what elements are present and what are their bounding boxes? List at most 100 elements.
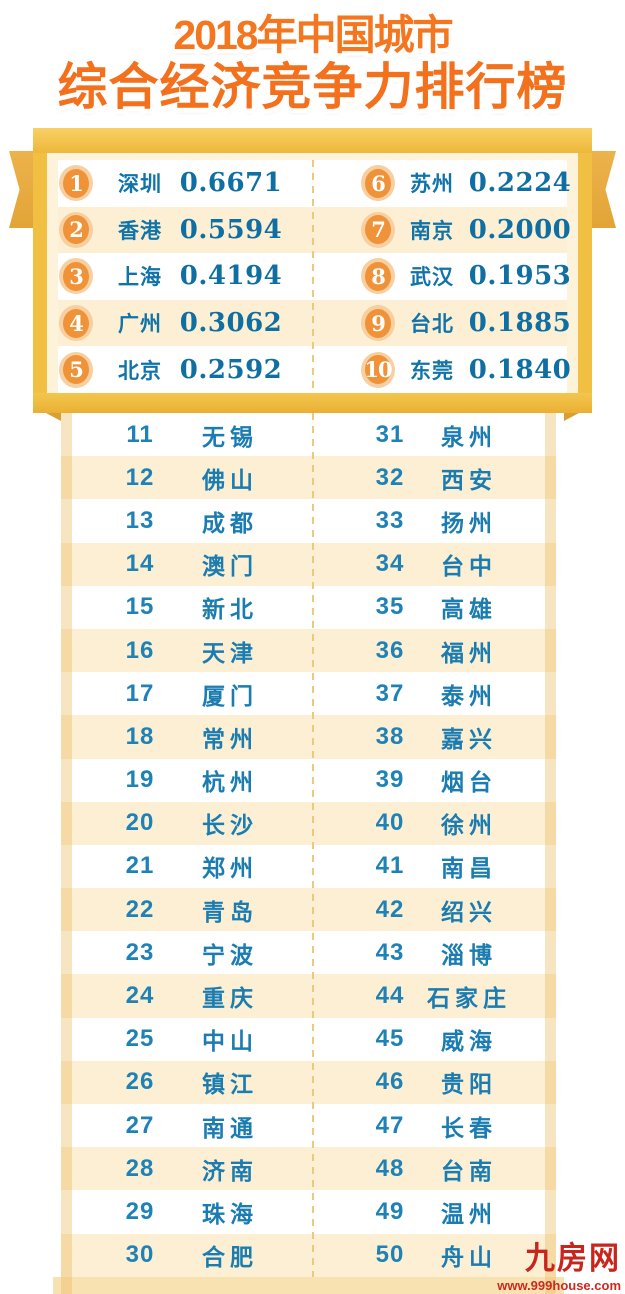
rank-number: 33 (375, 506, 405, 534)
top10-cell: 4 广州 0.3062 (58, 300, 312, 347)
city-name: 南通 (202, 1114, 258, 1141)
rank-badge: 9 (361, 305, 395, 342)
rank-badge-inner (365, 261, 391, 291)
rank-number: 3 (69, 263, 84, 289)
rank-number: 37 (375, 679, 405, 707)
city-name: 佛山 (202, 466, 258, 493)
rank-number: 19 (125, 766, 155, 794)
rank-number: 6 (371, 170, 386, 196)
ranking-cell: 28 济南 (61, 1147, 312, 1190)
rank-badge: 1 (59, 165, 93, 202)
city-name: 苏州 (410, 173, 454, 197)
rank-number: 18 (125, 722, 155, 750)
ranking-row: 22 青岛 42 绍兴 (61, 888, 556, 932)
rank-number: 4 (69, 310, 84, 336)
ranking-cell: 47 长春 (312, 1104, 556, 1147)
logo-url: www.999house.com (497, 1278, 621, 1293)
score-value: 0.3062 (179, 308, 283, 339)
ranking-cell: 35 高雄 (312, 586, 556, 629)
rank-number: 5 (69, 357, 84, 383)
board-corner-fold-left (46, 412, 61, 421)
score-value: 0.1953 (468, 261, 572, 292)
city-name: 贵阳 (441, 1071, 497, 1098)
city-name: 泰州 (441, 682, 497, 709)
city-name: 厦门 (202, 682, 258, 709)
rank-number: 47 (375, 1111, 405, 1139)
ranking-cell: 46 贵阳 (312, 1061, 556, 1104)
ranking-row: 20 长沙 40 徐州 (61, 801, 556, 845)
rank-number: 14 (125, 550, 155, 578)
ranking-cell: 30 合肥 (61, 1234, 312, 1277)
rank-number: 15 (125, 593, 155, 621)
rank-number: 45 (375, 1025, 405, 1053)
rank-number: 49 (375, 1197, 405, 1225)
rank-number: 43 (375, 938, 405, 966)
rank-number: 38 (375, 722, 405, 750)
city-name: 济南 (202, 1157, 258, 1184)
ranking-cell: 25 中山 (61, 1018, 312, 1061)
city-name: 珠海 (202, 1200, 258, 1227)
top10-row: 1 深圳 0.6671 6 苏州 0.2224 (58, 160, 571, 207)
city-name: 长沙 (202, 812, 258, 839)
city-name: 成都 (202, 509, 258, 536)
board-body: 1 深圳 0.6671 6 苏州 0.2224 2 香港 0.5594 7 南京… (33, 153, 592, 393)
title-line1: 2018年中国城市 (0, 13, 625, 58)
score-value: 0.1885 (468, 308, 572, 339)
top10-cell: 8 武汉 0.1953 (312, 253, 571, 300)
ranking-row: 19 杭州 39 烟台 (61, 758, 556, 802)
top10-cell: 7 南京 0.2000 (312, 207, 571, 254)
ranking-cell: 42 绍兴 (312, 888, 556, 931)
score-value: 0.1840 (468, 354, 572, 385)
rank-number: 40 (375, 809, 405, 837)
rank-number: 34 (375, 550, 405, 578)
rank-badge: 3 (59, 258, 93, 295)
ranking-cell: 48 台南 (312, 1147, 556, 1190)
site-logo: 九房网 www.999house.com (497, 1234, 621, 1293)
ranking-cell: 32 西安 (312, 456, 556, 499)
ranking-rows: 11 无锡 31 泉州 12 佛山 32 西安 13 成都 33 扬州 14 澳… (61, 413, 556, 1277)
score-value: 0.2224 (468, 168, 572, 199)
city-name: 台北 (410, 313, 454, 337)
rank-badge: 10 (361, 351, 395, 388)
city-name: 中山 (202, 1028, 258, 1055)
rank-number: 42 (375, 895, 405, 923)
ranking-row: 30 合肥 50 舟山 (61, 1233, 556, 1277)
ranking-row: 18 常州 38 嘉兴 (61, 715, 556, 759)
rank-number: 7 (371, 217, 386, 243)
top10-cell: 3 上海 0.4194 (58, 253, 312, 300)
ranking-cell: 34 台中 (312, 543, 556, 586)
board-top-bar (33, 128, 592, 153)
ranking-cell: 29 珠海 (61, 1190, 312, 1233)
rank-number: 24 (125, 982, 155, 1010)
rank-number: 10 (364, 357, 392, 383)
top10-cell: 5 北京 0.2592 (58, 346, 312, 393)
ranking-cell: 23 宁波 (61, 931, 312, 974)
ranking-cell: 40 徐州 (312, 802, 556, 845)
rank-number: 1 (69, 170, 84, 196)
rank-number: 44 (375, 982, 405, 1010)
ranking-cell: 36 福州 (312, 629, 556, 672)
rank-number: 27 (125, 1111, 155, 1139)
column-divider-dashed (312, 160, 314, 393)
city-name: 淄博 (441, 941, 497, 968)
city-name: 台南 (441, 1157, 497, 1184)
city-name: 威海 (441, 1028, 497, 1055)
city-name: 上海 (118, 266, 162, 290)
ranking-row: 24 重庆 44 石家庄 (61, 974, 556, 1018)
rank-badge-inner (63, 261, 89, 291)
score-value: 0.2000 (468, 214, 572, 245)
right-edge-shade (545, 413, 556, 1294)
city-name: 扬州 (441, 509, 497, 536)
rank-number: 21 (125, 852, 155, 880)
ranking-cell: 14 澳门 (61, 543, 312, 586)
rank-number: 30 (125, 1241, 155, 1269)
top10-board: 1 深圳 0.6671 6 苏州 0.2224 2 香港 0.5594 7 南京… (33, 128, 592, 421)
city-name: 舟山 (441, 1244, 497, 1271)
rank-badge: 5 (59, 351, 93, 388)
ranking-cell: 26 镇江 (61, 1061, 312, 1104)
ranking-row: 27 南通 47 长春 (61, 1104, 556, 1148)
city-name: 北京 (118, 359, 162, 383)
ranking-cell: 17 厦门 (61, 672, 312, 715)
ranking-cell: 37 泰州 (312, 672, 556, 715)
